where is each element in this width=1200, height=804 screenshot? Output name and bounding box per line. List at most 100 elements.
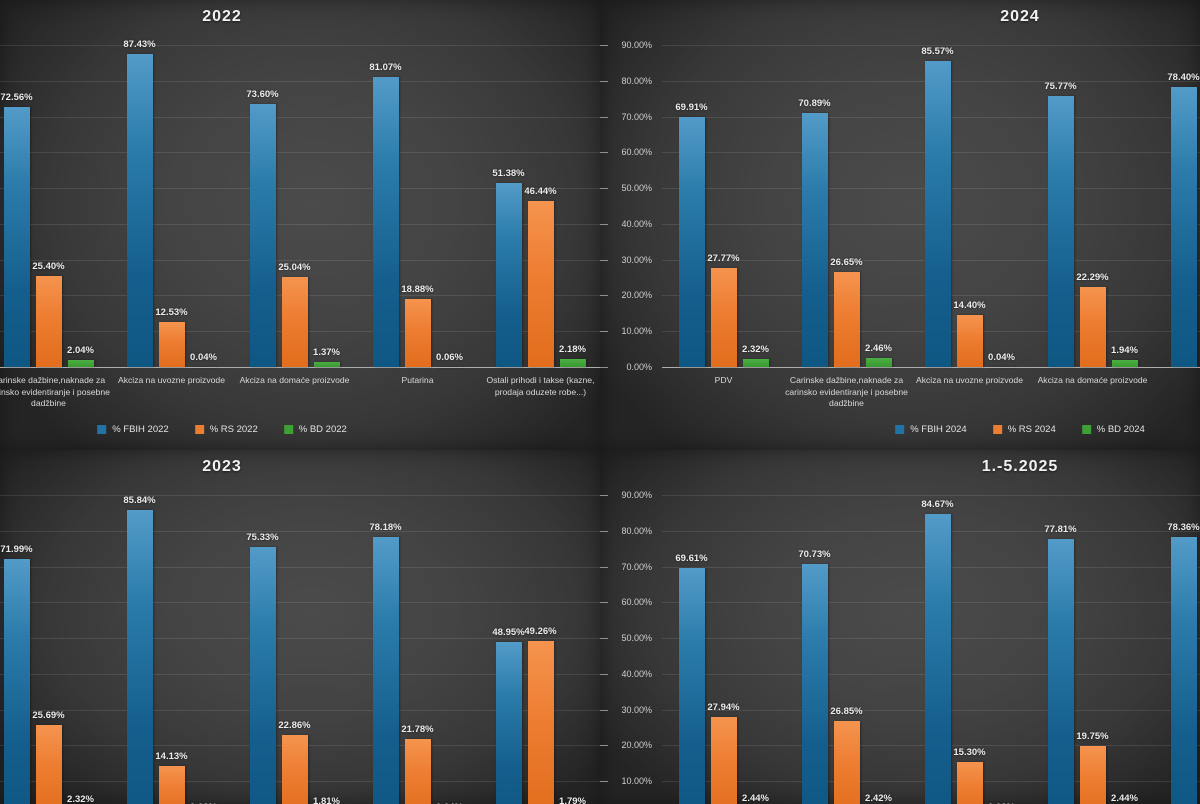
chart-2025-quadrant: 1.-5.2025 0.00%10.00%20.00%30.00%40.00%5… bbox=[600, 450, 1200, 804]
legend-item: % RS 2024 bbox=[992, 424, 1056, 435]
bar-fbih bbox=[372, 537, 399, 804]
y-axis-tick-label: 70.00% bbox=[621, 111, 652, 122]
bar-rs bbox=[1079, 746, 1106, 804]
y-axis-tick-label: 80.00% bbox=[621, 525, 652, 536]
legend-item: % BD 2022 bbox=[283, 424, 347, 435]
gridline bbox=[0, 673, 600, 675]
bar-fbih bbox=[924, 514, 951, 804]
bar-value-label: 0.02% bbox=[972, 802, 1032, 804]
category-label: Putarina bbox=[401, 375, 434, 385]
bar-fbih bbox=[678, 116, 705, 367]
bar-fbih bbox=[924, 60, 951, 367]
bar-value-label: 0.03% bbox=[174, 802, 234, 804]
bar-rs bbox=[833, 271, 860, 367]
y-axis-tick-label: 40.00% bbox=[621, 668, 652, 679]
chart-2022-quadrant: 2022 0.00%10.00%20.00%30.00%40.00%50.00%… bbox=[0, 0, 600, 450]
bar-value-label: 73.60% bbox=[246, 88, 279, 100]
bar-value-label: 70.73% bbox=[798, 548, 831, 560]
legend-item: % BD 2024 bbox=[1081, 424, 1145, 435]
bar-value-label: 2.42% bbox=[865, 793, 892, 804]
bar-rs bbox=[1079, 287, 1106, 367]
bar-fbih bbox=[3, 107, 30, 367]
bar-value-label: 48.95% bbox=[492, 626, 525, 638]
bar-value-label: 78.40% bbox=[1167, 71, 1200, 83]
legend-label: % FBIH 2022 bbox=[112, 424, 169, 435]
bar-value-label: 2.04% bbox=[67, 344, 94, 356]
bar-value-label: 49.26% bbox=[524, 625, 557, 637]
chart-legend: % FBIH 2024 % RS 2024 % BD 2024 bbox=[895, 424, 1145, 435]
bar-value-label: 2.32% bbox=[67, 793, 94, 804]
category-label: Akciza na uvozne proizvode bbox=[915, 375, 1023, 385]
bar-value-label: 14.40% bbox=[953, 300, 986, 312]
bar-rs bbox=[35, 725, 62, 804]
y-axis-tick-label: 10.00% bbox=[621, 776, 652, 787]
legend-swatch-bd bbox=[1081, 425, 1091, 434]
bar-value-label: 75.33% bbox=[246, 532, 279, 544]
bar-value-label: 2.44% bbox=[742, 793, 769, 804]
y-axis-tick-label: 80.00% bbox=[621, 75, 652, 86]
bar-chart-2022: 2022 0.00%10.00%20.00%30.00%40.00%50.00%… bbox=[0, 0, 600, 450]
bar-rs bbox=[404, 739, 431, 804]
y-axis-tick-label: 0.00% bbox=[626, 362, 652, 372]
y-axis-tick-label: 60.00% bbox=[621, 147, 652, 158]
bar-value-label: 2.32% bbox=[742, 343, 769, 355]
bar-value-label: 1.81% bbox=[313, 795, 340, 804]
bar-rs bbox=[404, 299, 431, 367]
bar-value-label: 15.30% bbox=[953, 747, 986, 759]
bar-fbih bbox=[1170, 536, 1197, 804]
bar-value-label: 12.53% bbox=[155, 307, 188, 319]
chart-title-2022: 2022 bbox=[202, 8, 242, 25]
bar-rs bbox=[956, 762, 983, 804]
chart-2023-quadrant: 2023 0.00%10.00%20.00%30.00%40.00%50.00%… bbox=[0, 450, 600, 804]
y-axis-tick-mark bbox=[600, 331, 608, 333]
legend-item: % FBIH 2024 bbox=[895, 424, 967, 435]
bar-bd bbox=[1111, 360, 1138, 367]
bar-value-label: 1.79% bbox=[559, 795, 586, 804]
legend-label: % BD 2022 bbox=[298, 424, 347, 435]
chart-title-2024: 2024 bbox=[1000, 8, 1040, 25]
bar-fbih bbox=[126, 509, 153, 804]
y-axis-tick-label: 20.00% bbox=[621, 740, 652, 751]
bar-bd bbox=[313, 362, 340, 367]
y-axis-tick-mark bbox=[600, 223, 608, 225]
gridline bbox=[662, 44, 1200, 46]
legend-label: % FBIH 2024 bbox=[910, 424, 967, 435]
bar-value-label: 18.88% bbox=[401, 284, 434, 296]
bar-value-label: 81.07% bbox=[369, 61, 402, 73]
gridline bbox=[662, 494, 1200, 496]
legend-label: % RS 2022 bbox=[209, 424, 258, 435]
y-axis-tick-mark bbox=[600, 188, 608, 190]
bar-value-label: 19.75% bbox=[1076, 731, 1109, 743]
bar-value-label: 0.04% bbox=[420, 802, 480, 804]
bar-value-label: 25.40% bbox=[32, 261, 65, 273]
bar-value-label: 14.13% bbox=[155, 751, 188, 763]
axis-baseline bbox=[662, 367, 1200, 368]
y-axis-tick-label: 90.00% bbox=[621, 489, 652, 500]
bar-fbih bbox=[3, 559, 30, 804]
bar-fbih bbox=[249, 103, 276, 367]
bar-value-label: 69.61% bbox=[675, 552, 708, 564]
bar-rs bbox=[281, 277, 308, 367]
bar-fbih bbox=[1047, 95, 1074, 367]
bar-value-label: 0.04% bbox=[190, 351, 217, 363]
bar-value-label: 2.46% bbox=[865, 343, 892, 355]
bar-value-label: 46.44% bbox=[524, 185, 557, 197]
y-axis-tick-label: 40.00% bbox=[621, 218, 652, 229]
y-axis-tick-mark bbox=[600, 602, 608, 604]
bar-value-label: 0.04% bbox=[988, 351, 1015, 363]
category-label: Akciza na uvozne proizvode bbox=[117, 375, 225, 385]
y-axis-tick-label: 70.00% bbox=[621, 561, 652, 572]
gridline bbox=[0, 44, 600, 46]
bar-fbih bbox=[801, 563, 828, 804]
legend-item: % RS 2022 bbox=[194, 424, 258, 435]
y-axis-tick-mark bbox=[600, 494, 608, 496]
y-axis-tick-mark bbox=[600, 152, 608, 154]
y-axis-tick-label: 90.00% bbox=[621, 39, 652, 50]
bar-value-label: 70.89% bbox=[798, 98, 831, 110]
gridline bbox=[0, 80, 600, 82]
bar-fbih bbox=[678, 567, 705, 804]
y-axis-tick-label: 30.00% bbox=[621, 254, 652, 265]
y-axis-tick-mark bbox=[600, 44, 608, 46]
y-axis-tick-mark bbox=[600, 673, 608, 675]
bar-value-label: 85.84% bbox=[123, 494, 156, 506]
